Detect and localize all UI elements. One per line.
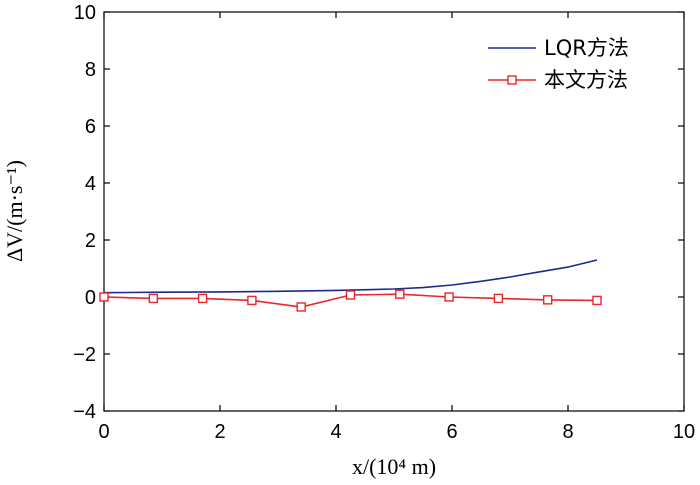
y-tick-label: −2 bbox=[73, 344, 96, 366]
legend-entry: LQR方法 bbox=[488, 36, 629, 60]
x-tick-label: 0 bbox=[98, 421, 109, 443]
y-tick-label: 6 bbox=[85, 116, 96, 138]
data-point-marker bbox=[197, 293, 208, 304]
legend-entry: 本文方法 bbox=[488, 68, 628, 92]
legend-label: LQR方法 bbox=[544, 36, 629, 60]
data-point-marker bbox=[345, 290, 356, 300]
data-point-marker bbox=[543, 295, 553, 305]
plot-area-frame bbox=[103, 11, 685, 412]
y-tick-label: 10 bbox=[74, 2, 96, 24]
legend-label: 本文方法 bbox=[544, 68, 628, 92]
y-axis-title: ΔV/(m·s⁻¹) bbox=[2, 160, 27, 262]
y-tick-label: 0 bbox=[85, 287, 96, 309]
series-line bbox=[103, 259, 598, 294]
legend-swatch-marker bbox=[507, 75, 517, 85]
y-tick-label: 4 bbox=[85, 173, 96, 195]
series-layer bbox=[99, 259, 602, 312]
series-2 bbox=[99, 289, 602, 312]
data-point-marker bbox=[395, 289, 405, 299]
y-tick-label: 8 bbox=[85, 59, 96, 81]
data-point-marker bbox=[247, 295, 257, 306]
data-point-marker bbox=[592, 295, 602, 306]
x-tick-label: 4 bbox=[330, 421, 341, 443]
data-point-marker bbox=[493, 293, 504, 304]
tick-labels: 0 2 4 6 8 10 −4 −2 0 2 4 6 8 10 bbox=[73, 2, 695, 443]
y-tick-label: −4 bbox=[73, 401, 96, 423]
data-point-marker bbox=[99, 292, 109, 302]
data-point-marker bbox=[444, 292, 454, 302]
x-tick-label: 6 bbox=[446, 421, 457, 443]
x-axis-title: x/(10⁴ m) bbox=[352, 454, 436, 479]
data-point-marker bbox=[148, 293, 159, 304]
y-tick-label: 2 bbox=[85, 230, 96, 252]
data-point-marker bbox=[296, 302, 306, 312]
x-tick-label: 10 bbox=[673, 421, 695, 443]
x-tick-label: 8 bbox=[562, 421, 573, 443]
series-1 bbox=[103, 259, 598, 294]
x-tick-label: 2 bbox=[214, 421, 225, 443]
